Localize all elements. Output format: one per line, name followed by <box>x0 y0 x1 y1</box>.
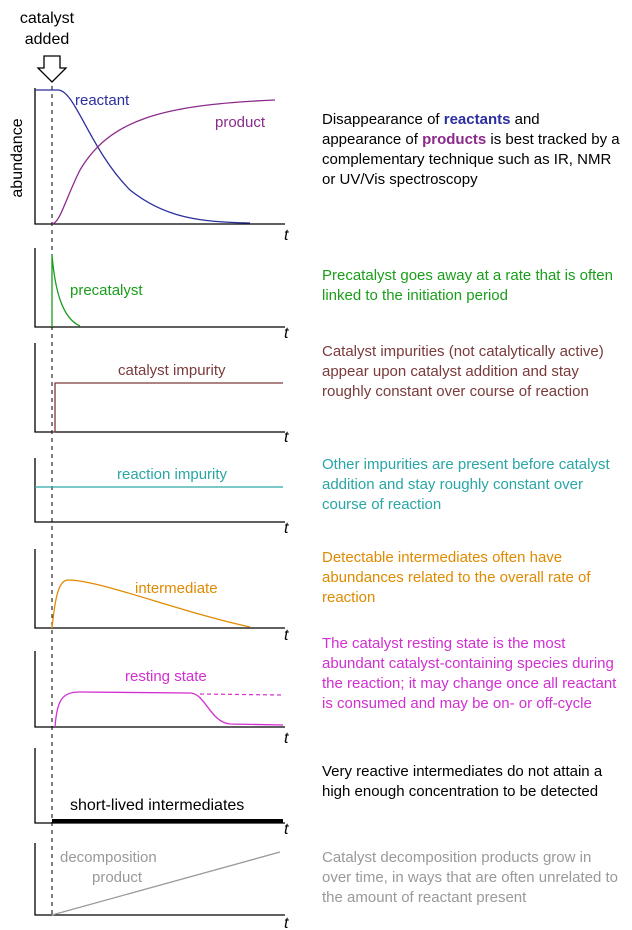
curve-label: product <box>215 114 266 131</box>
dashed-curve <box>199 693 284 696</box>
description: Very reactive intermediates do not attai… <box>322 763 603 800</box>
y-axis-label: abundance <box>9 118 26 197</box>
axes <box>34 88 285 225</box>
curve-label: catalyst impurity <box>118 362 226 379</box>
axes <box>34 651 285 728</box>
description: Other impurities are present before cata… <box>322 456 610 513</box>
curve-label: resting state <box>125 668 207 685</box>
axis-label: t <box>284 915 289 930</box>
axes <box>34 343 285 433</box>
axes <box>34 458 285 523</box>
curve-label: precatalyst <box>70 282 143 299</box>
description: Precatalyst goes away at a rate that is … <box>322 267 613 304</box>
description: The catalyst resting state is the most a… <box>322 635 617 712</box>
highlight: reactants <box>443 111 511 128</box>
description: Disappearance of reactants and appearanc… <box>322 110 622 190</box>
curve <box>52 382 283 433</box>
curve-label: product <box>92 869 143 886</box>
highlight: products <box>422 131 487 148</box>
curve-label: intermediate <box>135 580 218 597</box>
arrow <box>36 55 68 83</box>
description: Catalyst impurities (not catalytically a… <box>322 343 604 400</box>
description: Detectable intermediates often have abun… <box>322 549 591 606</box>
axis-label: t <box>284 325 289 342</box>
axis-label: t <box>284 627 289 644</box>
curve <box>51 851 281 916</box>
curve-label: decomposition <box>60 849 157 866</box>
curve <box>51 99 276 225</box>
curve <box>54 691 284 728</box>
axis-label: t <box>284 227 289 244</box>
text: Disappearance of <box>322 111 444 128</box>
axis-label: t <box>284 429 289 446</box>
axis-label: t <box>284 821 289 838</box>
axis-label: t <box>284 730 289 747</box>
curve <box>35 89 251 224</box>
curve-label: reaction impurity <box>117 466 228 483</box>
axes <box>34 248 285 328</box>
curve-label: short-lived intermediates <box>70 797 244 814</box>
curve-label: reactant <box>75 92 130 109</box>
curve <box>51 579 251 629</box>
axes <box>34 843 285 916</box>
description: Catalyst decomposition products grow in … <box>322 849 618 906</box>
annotation-line: added <box>25 31 70 48</box>
axes <box>34 549 285 629</box>
text: is best tracked by a complementary techn… <box>322 131 620 188</box>
annotation-line: catalyst <box>20 10 75 27</box>
axis-label: t <box>284 520 289 537</box>
text: and appearance of <box>322 111 540 148</box>
curve <box>51 254 81 327</box>
